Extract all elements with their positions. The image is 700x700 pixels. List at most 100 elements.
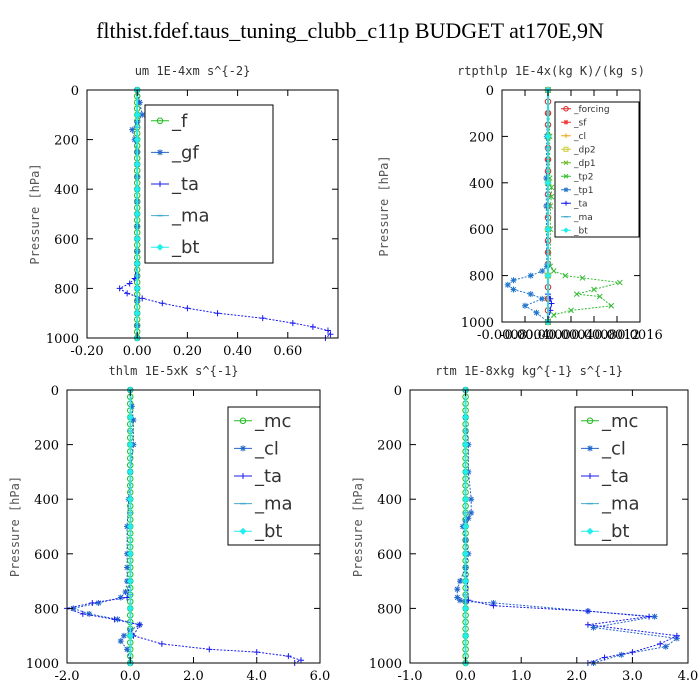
data-point [128,403,135,410]
legend-label: _sf [573,118,587,128]
data-point [86,610,93,617]
data-point [126,550,134,558]
data-point [544,272,552,280]
data-point [548,300,555,307]
data-point [673,632,680,639]
legend-marker [157,181,163,187]
data-point [285,653,292,660]
data-point [327,331,334,338]
x-tick-label: -0.20 [70,344,103,359]
data-point [124,646,131,653]
legend-marker [587,445,593,452]
x-tick-label: 0.0000 [525,328,571,343]
legend-marker [563,160,569,166]
data-point [579,275,586,281]
plot-frame [409,389,689,664]
legend-label: _ta [601,466,629,487]
y-tick-label: 0 [486,84,494,99]
y-axis-label: Pressure [hPa] [28,163,42,264]
legend-label: _tp1 [573,186,593,196]
data-point [133,309,141,317]
data-point [533,309,540,316]
x-tick-label: 2.0 [566,669,587,684]
legend: _mc _cl _ta _ma _bt [227,406,321,546]
legend-label: _f [171,111,188,132]
y-tick-label: 800 [469,270,494,285]
data-point [159,300,166,307]
data-point [544,179,552,187]
legend-marker [563,146,569,152]
legend-label: _forcing [573,105,610,115]
data-point [324,327,331,334]
y-tick-label: 200 [54,134,79,149]
data-point [289,320,296,327]
legend-marker [586,527,594,535]
y-axis-label: Pressure [hPa] [351,476,365,577]
data-point [184,305,191,312]
legend-marker [239,417,247,425]
legend-label: _ma [601,494,640,515]
legend-label: _cl [601,438,626,459]
y-tick-label: 200 [34,439,59,454]
data-point [462,441,470,449]
data-point [539,295,546,302]
x-tick-label: 0.0 [455,669,476,684]
legend-label: _bt [171,237,199,258]
data-point [550,268,557,274]
data-point [95,599,102,606]
data-point [544,132,552,140]
data-point [454,594,461,601]
data-point [596,293,603,300]
x-tick-label: 0.0008 [571,328,617,343]
data-point [457,578,464,585]
series-line_cl [71,389,142,664]
data-point [130,417,137,424]
legend: _mc _cl _ta _ma _bt [574,406,668,546]
data-point [126,495,134,503]
legend: _f _gf _ta _ma _bt [144,104,274,264]
y-tick-label: 800 [54,282,79,297]
data-point [117,638,124,645]
data-point [462,577,470,585]
data-point [539,267,546,274]
data-point [510,277,517,284]
y-tick-label: 1000 [26,657,59,672]
legend-label: _ma [171,206,210,227]
series-group [116,86,334,342]
legend-label: _bt [573,226,588,236]
data-point [206,646,213,653]
legend-label: _gf [171,142,199,163]
legend-label: _bt [254,521,282,542]
x-tick-label: 0.0016 [617,328,663,343]
y-tick-label: 600 [469,223,494,238]
y-tick-label: 600 [54,233,79,248]
data-point [126,413,134,421]
legend-label: _ma [254,494,293,515]
data-point [133,260,141,268]
x-tick-label: 3.0 [622,669,643,684]
y-axis-label: Pressure [hPa] [377,155,391,256]
y-tick-label: 400 [377,493,402,508]
legend-label: _ta [254,466,282,487]
data-point [629,649,636,656]
data-point [617,279,623,286]
legend-marker [156,117,164,125]
data-point [584,621,591,628]
data-point [543,175,550,182]
data-point [298,657,305,664]
data-point [462,523,470,530]
legend-marker [586,417,594,425]
data-point [457,597,464,604]
data-point [550,312,557,318]
data-point [462,468,470,476]
data-point [114,616,121,623]
panel-title: thlm 1E-5xK s^{-1} [108,364,238,378]
data-point [601,654,608,661]
data-point [590,624,597,631]
data-point [214,310,221,317]
data-point [662,643,669,650]
x-tick-label: 0.60 [273,344,302,359]
legend-label: _dp1 [573,159,596,169]
series-group [504,86,623,326]
legend-marker [563,119,569,125]
